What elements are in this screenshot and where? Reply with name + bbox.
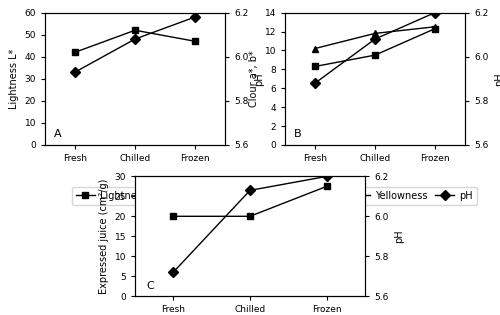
- Line: Redness: Redness: [312, 23, 438, 52]
- Expressed juice: [247, 215, 253, 218]
- Text: A: A: [54, 129, 62, 139]
- Text: C: C: [146, 281, 154, 291]
- Lightness: [72, 50, 78, 54]
- Text: B: B: [294, 129, 302, 139]
- Line: pH: pH: [72, 14, 198, 76]
- pH: [72, 70, 78, 74]
- Redness: [312, 47, 318, 50]
- pH: [247, 188, 253, 192]
- Y-axis label: pH: pH: [494, 72, 500, 86]
- Y-axis label: pH: pH: [254, 72, 264, 86]
- Lightness: [192, 39, 198, 43]
- Yellowness: [432, 27, 438, 31]
- Lightness: [132, 28, 138, 32]
- Y-axis label: Clour a*, b*: Clour a*, b*: [249, 50, 259, 107]
- Line: pH: pH: [170, 173, 330, 276]
- pH: [170, 270, 176, 274]
- Yellowness: [372, 53, 378, 57]
- pH: [324, 175, 330, 178]
- Expressed juice: [170, 215, 176, 218]
- Redness: [372, 32, 378, 35]
- Line: Lightness: Lightness: [72, 27, 198, 56]
- Legend: Redness, Yellowness, pH: Redness, Yellowness, pH: [273, 187, 477, 204]
- Line: Expressed juice: Expressed juice: [170, 183, 330, 220]
- pH: [432, 11, 438, 14]
- Line: Yellowness: Yellowness: [312, 25, 438, 70]
- pH: [132, 37, 138, 41]
- pH: [192, 15, 198, 19]
- Redness: [432, 25, 438, 29]
- Expressed juice: [324, 185, 330, 188]
- Yellowness: [312, 65, 318, 68]
- pH: [372, 37, 378, 41]
- Y-axis label: pH: pH: [394, 229, 404, 243]
- pH: [312, 81, 318, 85]
- Y-axis label: Lightness L*: Lightness L*: [9, 49, 19, 109]
- Y-axis label: Expressed juice (cm²/g): Expressed juice (cm²/g): [99, 179, 109, 294]
- Legend: Lightness, pH: Lightness, pH: [72, 187, 198, 204]
- Line: pH: pH: [312, 9, 438, 87]
